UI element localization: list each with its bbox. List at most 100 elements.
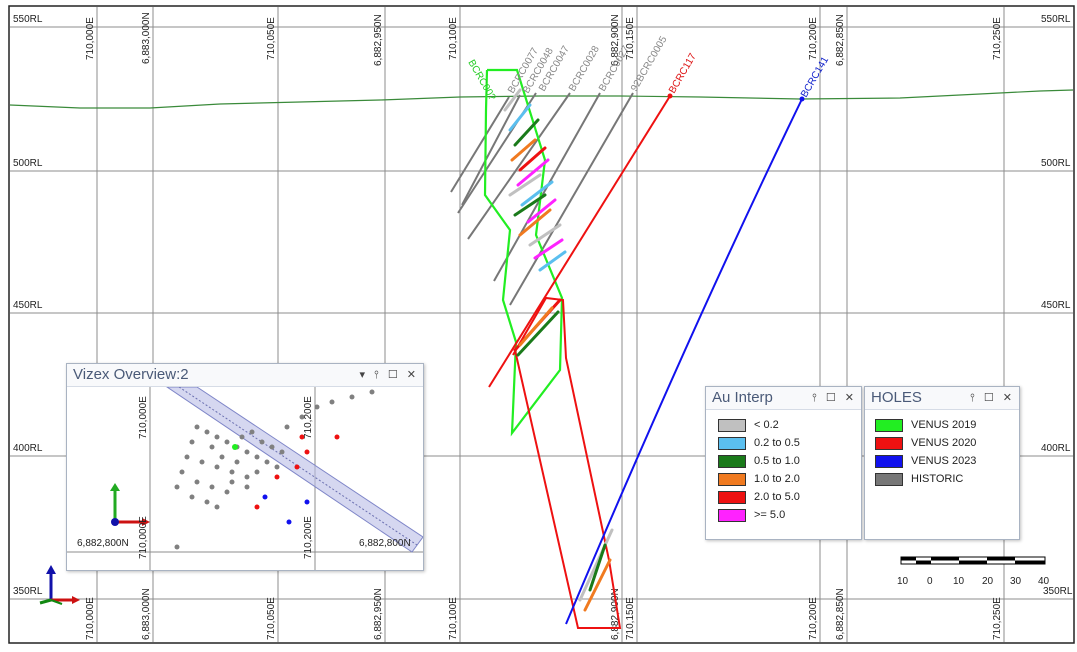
au-interp-items: < 0.2 0.2 to 0.5 0.5 to 1.0 1.0 to 2.0 2…	[706, 410, 861, 524]
grid-label-top-2: 6,883,000N	[141, 12, 152, 64]
grid-label-top-3: 710,050E	[266, 17, 277, 60]
holes-legend-panel[interactable]: HOLES ⫯ ☐ ✕ VENUS 2019 VENUS 2020 VENUS …	[864, 386, 1020, 540]
hole-bcrc141-trace	[565, 98, 803, 625]
grid-label-bottom-1: 710,000E	[85, 597, 96, 640]
rl-label-500-left: 500RL	[13, 158, 43, 169]
ov-2023-collars	[262, 494, 310, 525]
venus-2019-wireframe	[483, 68, 564, 437]
au-legend-item-4: 1.0 to 2.0	[706, 470, 861, 488]
ov-label-6882800n-left: 6,882,800N	[77, 538, 129, 549]
holes-items: VENUS 2019 VENUS 2020 VENUS 2023 HISTORI…	[865, 410, 1019, 488]
au-interp-window-controls[interactable]: ⫯ ☐ ✕	[812, 392, 857, 404]
grid-label-top-10: 710,250E	[992, 17, 1003, 60]
hole-label-8: BCRC117	[667, 51, 699, 95]
ov-label-710000e: 710,000E	[138, 396, 149, 439]
grid-label-bottom-8: 710,200E	[808, 597, 819, 640]
rl-label-350-right: 350RL	[1043, 586, 1073, 597]
holes-titlebar[interactable]: HOLES ⫯ ☐ ✕	[865, 387, 1019, 410]
grid-label-top-1: 710,000E	[85, 17, 96, 60]
au-label-1: < 0.2	[754, 419, 779, 431]
rl-label-400-left: 400RL	[13, 443, 43, 454]
scale-tick-4: 20	[982, 576, 994, 587]
scale-tick-5: 30	[1010, 576, 1022, 587]
assay-intervals-cluster-middle	[513, 298, 562, 357]
overview-title: Vizex Overview:2	[73, 366, 189, 383]
rl-label-450-left: 450RL	[13, 300, 43, 311]
holes-label-4: HISTORIC	[911, 473, 964, 485]
grid-label-bottom-7: 710,150E	[625, 597, 636, 640]
holes-legend-item-1: VENUS 2019	[865, 416, 1019, 434]
holes-swatch-2	[875, 436, 903, 450]
grid-label-top-4: 6,882,950N	[373, 14, 384, 66]
axis-triad-icon	[39, 565, 80, 605]
scale-tick-1: 10	[897, 576, 909, 587]
au-swatch-5	[718, 490, 746, 504]
ov-axis-triad-icon	[110, 483, 150, 526]
ov-2019-collar	[232, 444, 238, 450]
au-swatch-2	[718, 436, 746, 450]
grid-label-top-8: 710,200E	[808, 17, 819, 60]
overview-titlebar[interactable]: Vizex Overview:2 ▾ ⫯ ☐ ✕	[67, 364, 423, 387]
grid-label-bottom-2: 6,883,000N	[141, 588, 152, 640]
rl-label-550-left: 550RL	[13, 14, 43, 25]
holes-label-1: VENUS 2019	[911, 419, 977, 431]
assay-intervals-cluster-lower	[578, 528, 614, 612]
au-interp-title: Au Interp	[712, 389, 773, 406]
au-swatch-4	[718, 472, 746, 486]
holes-window-controls[interactable]: ⫯ ☐ ✕	[970, 392, 1015, 404]
grid-label-bottom-10: 710,250E	[992, 597, 1003, 640]
ov-label-6882800n-right: 6,882,800N	[359, 538, 411, 549]
holes-swatch-4	[875, 472, 903, 486]
ov-label-710200e-bottom: 710,200E	[303, 516, 314, 559]
rl-label-500-right: 500RL	[1041, 158, 1071, 169]
au-label-4: 1.0 to 2.0	[754, 473, 800, 485]
au-legend-item-1: < 0.2	[706, 416, 861, 434]
grid-label-bottom-6: 6,882,900N	[610, 588, 621, 640]
overview-panel[interactable]: Vizex Overview:2 ▾ ⫯ ☐ ✕	[66, 363, 424, 571]
hole-label-9: BCRC141	[799, 55, 831, 100]
overview-window-controls[interactable]: ▾ ⫯ ☐ ✕	[359, 369, 419, 381]
grid-label-bottom-5: 710,100E	[448, 597, 459, 640]
grid-label-top-9: 6,882,850N	[835, 14, 846, 66]
ov-historic-collars	[174, 389, 375, 550]
assay-intervals-cluster-upper	[503, 88, 567, 272]
hole-label-5: BCRC0028	[567, 44, 602, 94]
venus-2020-wireframe	[512, 296, 622, 629]
holes-legend-item-2: VENUS 2020	[865, 434, 1019, 452]
grid-label-bottom-4: 6,882,950N	[373, 588, 384, 640]
overview-map[interactable]: 710,000E 710,000E 710,200E 710,200E 6,88…	[67, 387, 423, 570]
grid-label-top-5: 710,100E	[448, 17, 459, 60]
au-legend-item-2: 0.2 to 0.5	[706, 434, 861, 452]
grid-label-bottom-9: 6,882,850N	[835, 588, 846, 640]
ov-2020-collars	[254, 434, 340, 510]
holes-label-3: VENUS 2023	[911, 455, 977, 467]
au-label-3: 0.5 to 1.0	[754, 455, 800, 467]
ov-label-710000e-bottom: 710,000E	[138, 516, 149, 559]
au-label-2: 0.2 to 0.5	[754, 437, 800, 449]
rl-label-450-right: 450RL	[1041, 300, 1071, 311]
au-swatch-3	[718, 454, 746, 468]
grid-label-bottom-3: 710,050E	[266, 597, 277, 640]
grid-label-top-7: 710,150E	[625, 17, 636, 60]
section-corridor	[166, 387, 423, 553]
holes-legend-item-4: HISTORIC	[865, 470, 1019, 488]
au-swatch-1	[718, 418, 746, 432]
viewport-frame	[8, 5, 1075, 644]
scale-tick-3: 10	[953, 576, 965, 587]
au-legend-item-6: >= 5.0	[706, 506, 861, 524]
au-label-6: >= 5.0	[754, 509, 786, 521]
scale-bar: 10 0 10 20 30 40	[897, 556, 1050, 587]
au-interp-titlebar[interactable]: Au Interp ⫯ ☐ ✕	[706, 387, 861, 410]
hole-bcrc117-collar	[667, 93, 673, 99]
au-swatch-6	[718, 508, 746, 522]
holes-swatch-1	[875, 418, 903, 432]
rl-label-350-left: 350RL	[13, 586, 43, 597]
au-interp-legend-panel[interactable]: Au Interp ⫯ ☐ ✕ < 0.2 0.2 to 0.5 0.5 to …	[705, 386, 862, 540]
scale-tick-2: 0	[927, 576, 933, 587]
ov-label-710200e-top: 710,200E	[303, 396, 314, 439]
rl-label-550-right: 550RL	[1041, 14, 1071, 25]
holes-legend-item-3: VENUS 2023	[865, 452, 1019, 470]
rl-label-400-right: 400RL	[1041, 443, 1071, 454]
scale-tick-6: 40	[1038, 576, 1050, 587]
hole-bcrc141-collar	[799, 96, 805, 102]
